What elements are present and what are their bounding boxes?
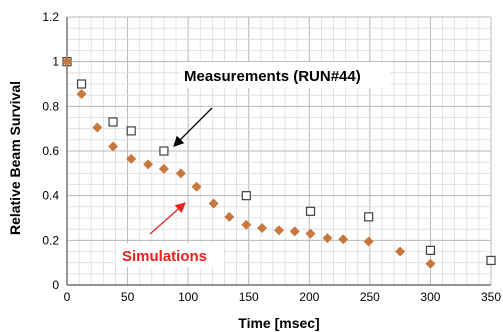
simulation-point [158,163,169,174]
y-tick-label: 0.8 [42,99,59,113]
measurement-point [305,206,316,216]
simulations-annotation: Simulations [122,248,207,265]
simulation-point [62,56,72,67]
measurement-point [126,126,136,136]
measurement-point [364,212,374,222]
x-tick-label: 200 [299,290,319,304]
simulation-point [338,234,349,245]
simulation-point [363,236,374,247]
simulation-point [274,225,284,236]
y-tick-label: 0.2 [42,233,59,247]
measurement-point [425,245,436,255]
x-tick-label: 350 [481,290,501,304]
x-tick-label: 150 [239,290,259,304]
y-tick-label: 1.2 [42,10,59,24]
x-tick-label: 50 [121,290,135,304]
simulation-point [191,181,202,192]
simulation-point [143,159,154,170]
series-layer [62,56,496,269]
simulations-arrow [149,202,186,235]
simulation-point [224,211,235,222]
y-axis-title: Relative Beam Survival [7,81,23,235]
x-tick-label: 0 [64,290,71,304]
simulation-point [257,223,268,234]
measurements-arrow [173,107,213,147]
x-tick-label: 100 [178,290,198,304]
simulation-point [395,246,406,257]
simulation-point [305,228,316,239]
measurement-point [108,117,118,127]
y-tick-label: 1 [52,55,59,69]
simulation-point [92,122,103,133]
simulation-point [126,153,137,164]
simulation-point [322,233,333,244]
tick-label-layer: 0 50 100 150 200 250 300 350 0 0.2 0.4 0.6 0.8 1 1.2 [42,10,501,304]
simulation-point [289,226,300,237]
measurements-label-box [180,62,390,88]
simulation-point [76,89,87,100]
simulation-point [208,198,219,209]
grid-layer [66,16,492,286]
measurements-annotation: Measurements (RUN#44) [184,68,361,85]
measurement-point [241,191,251,201]
measurement-point [76,79,87,89]
x-axis-title: Time [msec] [238,315,319,331]
simulation-point [108,141,119,152]
y-tick-label: 0.4 [42,189,59,203]
simulation-point [425,258,436,269]
x-tick-label: 250 [360,290,380,304]
y-tick-label: 0.6 [42,144,59,158]
simulation-point [175,168,186,179]
simulation-point [241,219,252,230]
measurement-point [159,146,169,156]
x-tick-label: 300 [420,290,440,304]
measurement-point [486,255,496,266]
y-tick-label: 0 [52,278,59,292]
simulations-label-box [116,243,224,267]
